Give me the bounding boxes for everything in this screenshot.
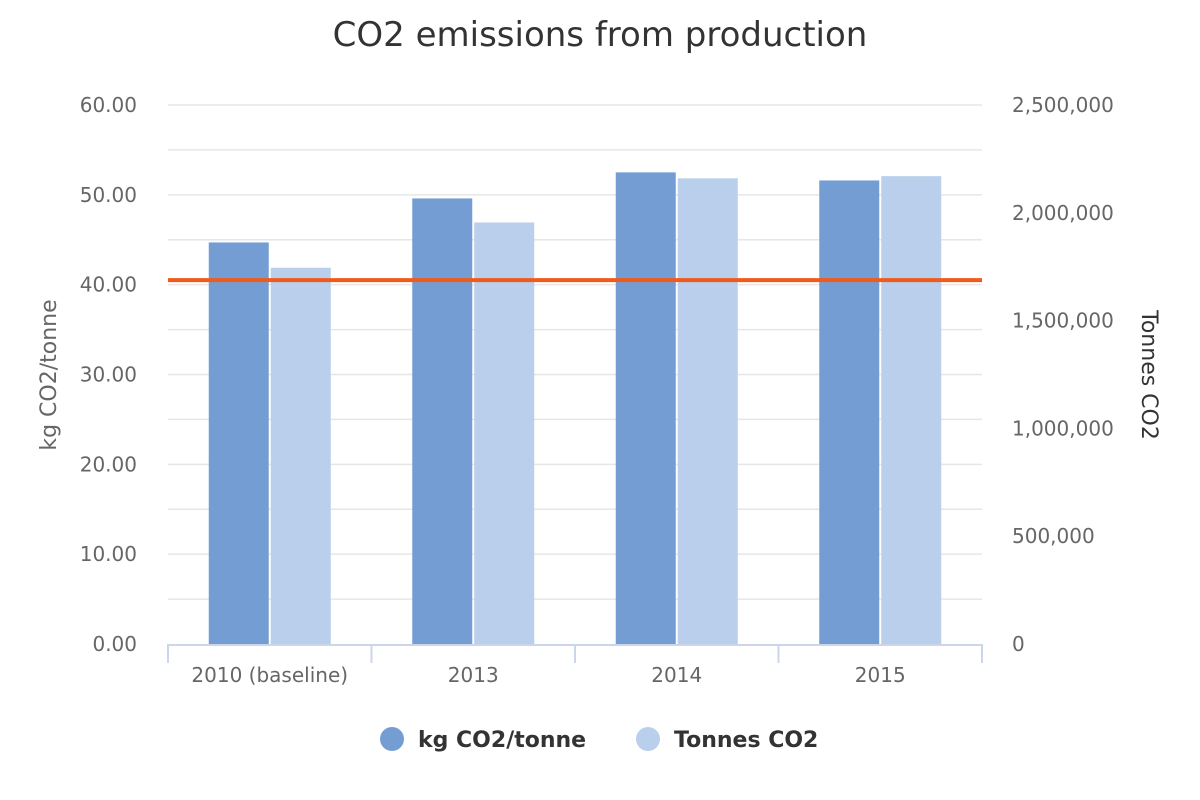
left-axis-tick-label: 40.00 xyxy=(80,273,137,297)
left-axis-tick-label: 0.00 xyxy=(92,632,137,656)
left-axis-tick-label: 10.00 xyxy=(80,542,137,566)
axes: 0.00 10.00 20.00 30.00 40.00 50.00 60.00 0 500,0… xyxy=(80,93,1114,687)
right-axis-tick-label: 2,000,000 xyxy=(1012,201,1114,225)
bar[interactable] xyxy=(615,172,676,644)
x-axis-tick-label: 2014 xyxy=(651,663,702,687)
right-axis-title: Tonnes CO2 xyxy=(1136,309,1161,440)
legend-label[interactable]: Tonnes CO2 xyxy=(674,728,818,753)
right-axis-tick-label: 1,500,000 xyxy=(1012,309,1114,333)
chart-title: CO2 emissions from production xyxy=(333,15,868,55)
left-axis-tick-label: 20.00 xyxy=(80,452,137,476)
x-axis-tick-label: 2010 (baseline) xyxy=(191,663,348,687)
bar[interactable] xyxy=(412,198,473,644)
right-axis-tick-label: 0 xyxy=(1012,632,1025,656)
bar[interactable] xyxy=(819,180,880,644)
bar[interactable] xyxy=(208,242,269,644)
left-axis-tick-label: 30.00 xyxy=(80,363,137,387)
legend-label[interactable]: kg CO2/tonne xyxy=(418,728,586,753)
left-axis-tick-label: 50.00 xyxy=(80,183,137,207)
left-axis-tick-label: 60.00 xyxy=(80,93,137,117)
bar[interactable] xyxy=(677,178,738,644)
legend[interactable]: kg CO2/tonne Tonnes CO2 xyxy=(380,727,818,753)
bars xyxy=(208,172,942,644)
x-axis-tick-label: 2013 xyxy=(448,663,499,687)
legend-marker[interactable] xyxy=(380,727,404,751)
legend-marker[interactable] xyxy=(636,727,660,751)
bar[interactable] xyxy=(474,222,535,644)
bar[interactable] xyxy=(881,176,942,644)
x-axis-tick-label: 2015 xyxy=(855,663,906,687)
right-axis-tick-label: 500,000 xyxy=(1012,524,1095,548)
bar[interactable] xyxy=(270,267,331,644)
right-axis-tick-label: 2,500,000 xyxy=(1012,93,1114,117)
left-axis-title: kg CO2/tonne xyxy=(37,299,62,450)
right-axis-tick-label: 1,000,000 xyxy=(1012,416,1114,440)
